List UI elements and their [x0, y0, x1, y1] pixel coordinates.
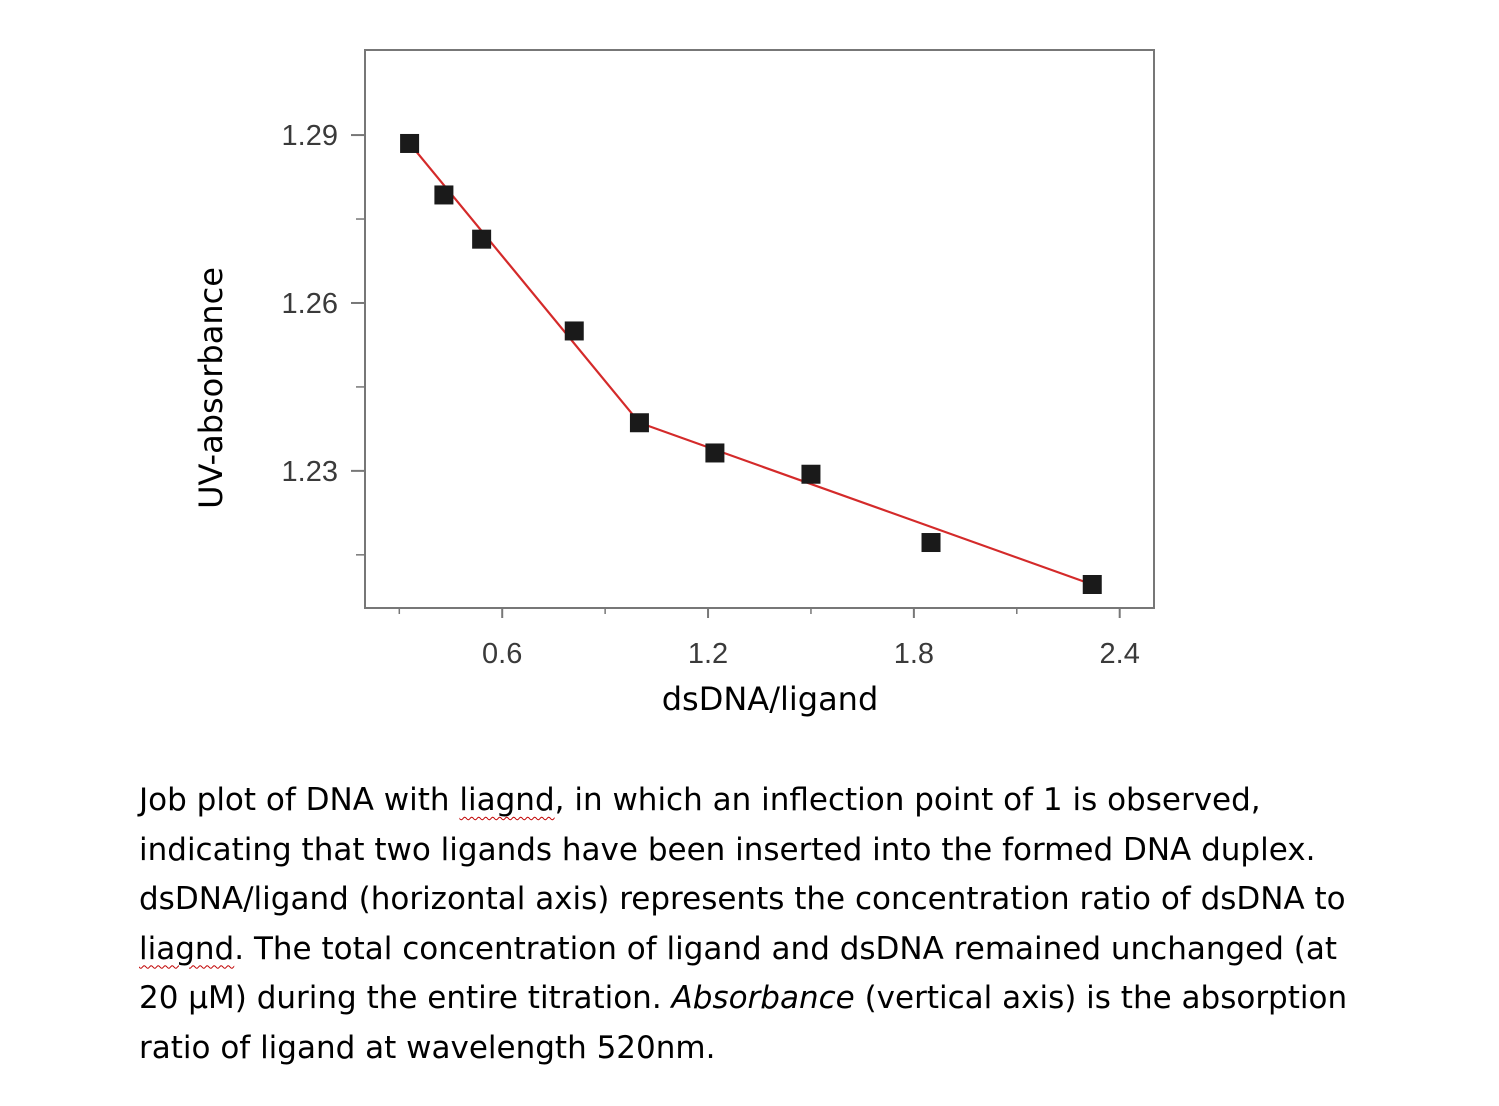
- caption-text: indicating that two ligands have been in…: [139, 831, 1316, 868]
- data-point: [801, 464, 821, 484]
- data-point: [921, 533, 941, 553]
- caption-text: dsDNA/ligand (horizontal axis) represent…: [139, 881, 1346, 917]
- caption-italic-text: Absorbance: [671, 980, 855, 1016]
- fit-line-layer: [408, 142, 1093, 586]
- data-points-layer: [400, 133, 1102, 594]
- caption-line: 20 μM) during the entire titration. Abso…: [139, 974, 1479, 1024]
- data-point: [434, 185, 454, 205]
- caption-line: indicating that two ligands have been in…: [139, 826, 1479, 876]
- caption-line: Job plot of DNA with liagnd, in which an…: [139, 776, 1479, 826]
- caption-line: dsDNA/ligand (horizontal axis) represent…: [139, 875, 1479, 925]
- data-point: [705, 443, 725, 463]
- caption-misspelled-word: liagnd: [139, 930, 235, 967]
- x-axis-title: dsDNA/ligand: [662, 680, 879, 718]
- data-point: [629, 413, 649, 433]
- plot-frame: [364, 49, 1155, 609]
- data-point: [400, 133, 420, 153]
- x-axis: 0.6 1.2 1.8 2.4: [398, 608, 1140, 670]
- data-point: [472, 229, 492, 249]
- y-tick-label: 1.23: [282, 456, 338, 488]
- x-tick-label: 0.6: [482, 638, 522, 670]
- job-plot-chart: 0.6 1.2 1.8 2.4 1.23 1.26 1.29 dsDNA/ligand U…: [192, 49, 1155, 718]
- figure-caption: Job plot of DNA with liagnd, in which an…: [139, 776, 1479, 1073]
- x-tick-label: 2.4: [1100, 638, 1140, 670]
- caption-text: . The total concentration of ligand and …: [234, 930, 1338, 967]
- fit-line: [408, 142, 1093, 586]
- x-tick-label: 1.2: [688, 638, 728, 670]
- caption-misspelled-word: liagnd: [459, 782, 555, 818]
- data-point: [1082, 574, 1102, 594]
- y-tick-label: 1.26: [282, 288, 338, 320]
- caption-line: liagnd. The total concentration of ligan…: [139, 925, 1479, 975]
- caption-text: (vertical axis) is the absorption: [854, 980, 1348, 1016]
- caption-text: ratio of ligand at wavelength 520nm.: [139, 1029, 716, 1066]
- caption-text: 20 μM) during the entire titration.: [139, 980, 672, 1016]
- x-tick-label: 1.8: [894, 638, 934, 670]
- caption-text: Job plot of DNA with: [139, 782, 460, 818]
- y-axis: 1.23 1.26 1.29: [282, 120, 365, 556]
- y-tick-label: 1.29: [282, 120, 338, 152]
- data-point: [564, 321, 584, 341]
- caption-text: , in which an inflection point of 1 is o…: [554, 782, 1261, 818]
- caption-line: ratio of ligand at wavelength 520nm.: [139, 1024, 1479, 1074]
- y-axis-title: UV-absorbance: [192, 267, 230, 509]
